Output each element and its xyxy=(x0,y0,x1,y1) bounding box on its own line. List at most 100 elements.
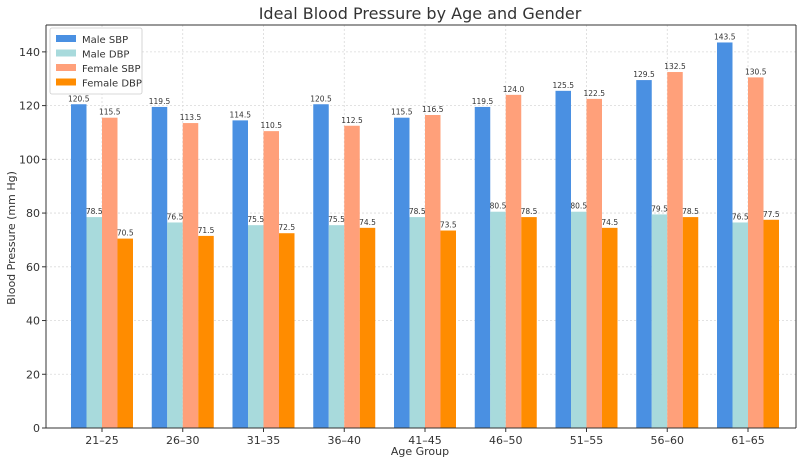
bar-female-dbp xyxy=(359,227,376,428)
bar-male-sbp xyxy=(71,104,87,429)
bar-female-sbp xyxy=(505,94,522,428)
bar-value-label: 74.5 xyxy=(359,218,376,227)
legend: Male SBP Male DBP Female SBP Female DBP xyxy=(49,27,143,95)
bar-value-label: 115.5 xyxy=(99,108,121,117)
x-tick-label: 26–30 xyxy=(166,434,200,447)
bar-value-label: 75.5 xyxy=(328,215,345,224)
bar-value-label: 75.5 xyxy=(247,215,264,224)
bar-value-label: 115.5 xyxy=(391,108,413,117)
bar-male-dbp xyxy=(490,211,506,428)
legend-label: Male DBP xyxy=(82,50,129,61)
bar-female-sbp xyxy=(263,131,279,428)
bar-value-label: 70.5 xyxy=(117,229,134,238)
x-tick-label: 41–45 xyxy=(408,434,442,447)
bar-female-sbp xyxy=(425,115,441,429)
y-tick-label: 100 xyxy=(19,153,40,166)
bar-female-dbp xyxy=(279,233,295,428)
bar-female-sbp xyxy=(182,123,199,429)
axes: 0 20 40 60 80 100 120 140 21–25 26–30 31–35 36–40 41… xyxy=(19,24,797,447)
bar-male-dbp xyxy=(167,222,183,428)
bar-female-dbp xyxy=(198,235,214,428)
legend-swatch xyxy=(56,64,76,71)
bar-male-dbp xyxy=(732,222,748,428)
bar-value-label: 73.5 xyxy=(440,221,457,230)
bar-value-label: 110.5 xyxy=(261,121,283,130)
y-tick-label: 40 xyxy=(26,315,40,328)
x-tick-label: 31–35 xyxy=(247,434,281,447)
bar-value-label: 143.5 xyxy=(714,32,736,41)
y-tick-label: 120 xyxy=(19,100,40,113)
bar-female-sbp xyxy=(748,77,764,428)
x-tick-label: 61–65 xyxy=(731,434,765,447)
bar-male-dbp xyxy=(571,211,587,428)
bar-value-label: 78.5 xyxy=(86,207,103,216)
bar-male-dbp xyxy=(86,217,102,428)
legend-box xyxy=(49,27,143,95)
bar-value-label: 80.5 xyxy=(570,202,587,211)
bar-value-label: 74.5 xyxy=(601,218,618,227)
y-tick-label: 20 xyxy=(26,368,40,381)
x-tick-label: 51–55 xyxy=(570,434,604,447)
bar-female-dbp xyxy=(117,238,133,428)
bar-value-label: 125.5 xyxy=(553,81,575,90)
legend-label: Female SBP xyxy=(82,64,141,75)
bar-female-sbp xyxy=(586,98,602,428)
bar-value-label: 78.5 xyxy=(409,207,426,216)
bar-value-label: 129.5 xyxy=(633,70,655,79)
bar-female-dbp xyxy=(602,227,618,428)
bar-male-sbp xyxy=(555,90,571,428)
chart-title: Ideal Blood Pressure by Age and Gender xyxy=(259,4,582,23)
legend-label: Male SBP xyxy=(82,35,128,46)
bar-value-label: 78.5 xyxy=(682,207,699,216)
bar-female-sbp xyxy=(667,72,683,429)
bar-value-label: 76.5 xyxy=(167,212,184,221)
bar-value-label: 72.5 xyxy=(278,223,295,232)
bar-male-dbp xyxy=(248,225,264,428)
x-axis-label: Age Group xyxy=(391,445,449,458)
bar-male-sbp xyxy=(717,42,733,429)
bar-value-label: 130.5 xyxy=(745,67,767,76)
bar-value-label: 119.5 xyxy=(149,97,171,106)
bar-male-sbp xyxy=(394,117,410,428)
x-tick-label: 46–50 xyxy=(489,434,523,447)
bar-value-label: 76.5 xyxy=(732,212,749,221)
bar-value-label: 112.5 xyxy=(341,116,363,125)
bar-male-sbp xyxy=(151,106,168,429)
y-tick-label: 140 xyxy=(19,46,40,59)
bar-value-label: 119.5 xyxy=(472,97,494,106)
bar-value-label: 132.5 xyxy=(664,62,686,71)
bar-value-label: 77.5 xyxy=(763,210,780,219)
bar-male-sbp xyxy=(636,80,652,429)
bar-female-dbp xyxy=(440,230,456,428)
bar-male-dbp xyxy=(409,217,425,428)
data-labels: 120.5 78.5 115.5 70.5 119.5 76.5 113.5 71.5 114.… xyxy=(68,32,780,237)
y-axis-label: Blood Pressure (mm Hg) xyxy=(5,171,18,305)
bar-female-sbp xyxy=(102,117,118,428)
bar-value-label: 79.5 xyxy=(651,204,668,213)
bar-female-sbp xyxy=(344,125,360,428)
bar-value-label: 120.5 xyxy=(310,94,332,103)
x-tick-label: 36–40 xyxy=(328,434,362,447)
x-tick-label: 21–25 xyxy=(85,434,119,447)
bar-value-label: 116.5 xyxy=(422,105,444,114)
bar-value-label: 124.0 xyxy=(503,85,525,94)
bars xyxy=(71,42,779,429)
x-tick-label: 56–60 xyxy=(651,434,685,447)
y-tick-label: 80 xyxy=(26,207,40,220)
y-tick-label: 0 xyxy=(33,422,40,435)
bar-value-label: 78.5 xyxy=(521,207,538,216)
bar-value-label: 80.5 xyxy=(490,202,507,211)
legend-swatch xyxy=(56,78,76,86)
bar-female-dbp xyxy=(682,217,699,428)
y-tick-label: 60 xyxy=(26,261,40,274)
bar-female-dbp xyxy=(763,219,779,428)
legend-swatch xyxy=(56,35,76,42)
bar-value-label: 120.5 xyxy=(68,94,90,103)
bar-male-sbp xyxy=(232,120,248,429)
bar-value-label: 71.5 xyxy=(198,226,215,235)
bar-male-dbp xyxy=(651,214,668,428)
bar-value-label: 114.5 xyxy=(230,110,252,119)
legend-swatch xyxy=(56,49,76,57)
